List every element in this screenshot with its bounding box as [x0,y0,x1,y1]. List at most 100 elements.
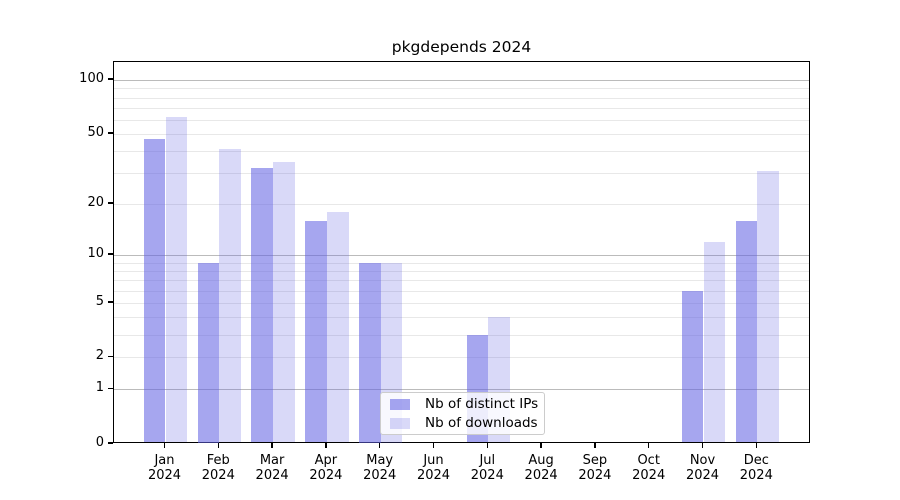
x-tick-label-month: Feb [206,453,230,468]
minor-gridline [114,280,809,282]
minor-gridline [114,270,809,272]
bar-jan-distinct-ips [143,138,166,443]
y-tick [108,78,113,80]
y-tick [108,253,113,255]
chart-title: pkgdepends 2024 [391,38,532,56]
x-tick-label-year: 2024 [147,467,182,483]
x-tick-label: Feb 2024 [190,453,246,483]
y-tick-label: 50 [87,125,104,141]
x-tick-label-month: Apr [314,453,338,468]
x-tick-label-month: Oct [637,453,660,468]
y-tick [108,301,113,303]
bar-feb-distinct-ips [197,262,220,443]
y-tick-label: 5 [95,293,104,309]
x-tick [486,443,489,448]
minor-gridline [114,334,809,336]
legend-label-downloads: Nb of downloads [425,415,538,431]
x-tick-label-month: Jun [423,453,444,468]
legend-label-distinct-ips: Nb of distinct IPs [425,396,539,412]
bar-nov-distinct-ips [681,290,704,443]
x-tick [647,443,650,448]
x-tick-label: Nov 2024 [675,453,731,483]
minor-gridline [114,317,809,319]
x-tick-label: Mar 2024 [244,453,300,483]
minor-gridline [114,290,809,292]
x-tick-label-year: 2024 [255,467,289,483]
x-tick-label-month: Aug [528,453,554,468]
legend: Nb of distinct IPs Nb of downloads [380,392,545,435]
x-tick-label-year: 2024 [739,467,773,483]
y-tick-label: 10 [87,245,104,261]
bar-nov-downloads [703,241,726,443]
x-tick-label: Dec 2024 [728,453,784,483]
x-tick-label-year: 2024 [685,467,720,483]
x-tick-label-month: Jul [479,453,496,468]
minor-gridline [114,134,809,136]
x-tick-label-year: 2024 [578,467,612,483]
minor-gridline [114,357,809,359]
x-tick-label: Jul 2024 [459,453,515,483]
major-gridline [114,389,809,391]
y-tick [108,387,113,390]
x-tick-label-month: Jan [154,453,175,468]
legend-swatch-downloads [390,417,410,429]
x-tick-label-year: 2024 [632,467,666,483]
x-tick-label-month: Nov [689,453,716,468]
x-tick-label: Jan 2024 [137,453,193,483]
x-tick-label-month: May [366,453,394,468]
y-tick [108,202,113,204]
y-tick-label: 1 [95,380,104,396]
x-tick [325,443,327,448]
x-tick [594,443,596,448]
x-tick [755,443,758,448]
minor-gridline [114,262,809,264]
major-gridline [114,80,809,82]
y-tick [108,355,113,358]
minor-gridline [114,204,809,206]
x-tick [217,443,220,448]
x-tick-label-month: Sep [582,453,608,468]
minor-gridline [114,151,809,153]
major-gridline [114,254,809,256]
plot-area [113,61,810,443]
x-tick-label-year: 2024 [524,467,558,483]
minor-gridline [114,107,809,109]
y-tick-label: 20 [87,195,104,211]
bar-mar-downloads [273,161,295,443]
bar-dec-distinct-ips [735,220,758,443]
x-tick [432,443,435,448]
x-tick-label-year: 2024 [201,467,235,483]
y-tick-label: 2 [95,348,104,364]
x-tick-label: Oct 2024 [621,453,677,483]
x-tick-label-month: Mar [259,453,285,468]
minor-gridline [114,88,809,90]
x-tick [378,443,381,448]
x-tick-label-year: 2024 [363,467,397,483]
bar-feb-downloads [219,149,241,443]
bar-apr-downloads [326,211,349,443]
x-tick [701,443,704,448]
legend-item-distinct-ips: Nb of distinct IPs [390,396,539,412]
bar-may-distinct-ips [359,262,381,443]
y-tick-label: 100 [79,71,104,87]
legend-swatch-distinct-ips [390,398,410,410]
x-tick-label-year: 2024 [309,467,343,483]
bar-jan-downloads [165,117,188,443]
x-tick-label-month: Dec [743,453,769,468]
minor-gridline [114,97,809,99]
bar-dec-downloads [757,170,779,443]
y-tick-label: 0 [95,435,104,450]
y-tick [108,132,113,134]
x-tick-label-year: 2024 [470,467,504,483]
x-tick-label: Apr 2024 [298,453,354,483]
x-tick-label: Sep 2024 [567,453,623,483]
minor-gridline [114,302,809,304]
x-tick-label: May 2024 [352,453,408,483]
y-tick [108,442,113,444]
minor-gridline [114,173,809,175]
minor-gridline [114,119,809,121]
x-tick [163,443,166,448]
bar-mar-distinct-ips [251,168,274,443]
legend-item-downloads: Nb of downloads [390,415,538,431]
